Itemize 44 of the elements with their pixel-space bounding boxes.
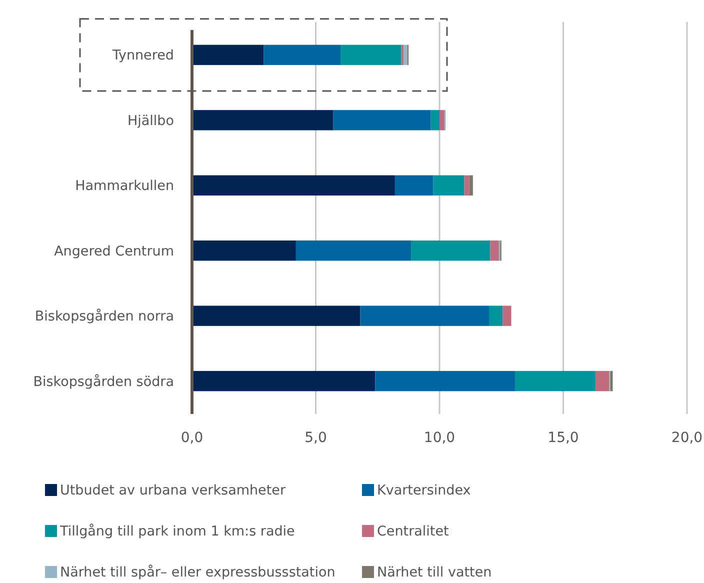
x-tick-label: 10,0 bbox=[424, 430, 456, 446]
bar bbox=[430, 110, 440, 130]
x-tick-label: 20,0 bbox=[671, 430, 703, 446]
legend-label: Närhet till spår– eller expressbussstation bbox=[60, 564, 336, 581]
bar bbox=[489, 306, 503, 326]
bar bbox=[514, 370, 596, 392]
bar bbox=[360, 306, 489, 326]
legend-label: Utbudet av urbana verksamheter bbox=[60, 482, 286, 499]
legend-label: Centralitet bbox=[377, 524, 449, 540]
bar bbox=[490, 240, 499, 261]
legend-label: Närhet till vatten bbox=[377, 564, 492, 581]
bar bbox=[469, 175, 473, 196]
y-tick-label: Hammarkullen bbox=[75, 178, 174, 194]
x-tick-label: 0,0 bbox=[180, 430, 204, 446]
bar bbox=[464, 175, 470, 196]
bar bbox=[502, 306, 512, 326]
bar bbox=[296, 240, 412, 261]
bar bbox=[411, 240, 490, 261]
bar bbox=[192, 175, 395, 196]
bar bbox=[192, 110, 334, 130]
bar bbox=[440, 110, 444, 130]
x-tick-label: 15,0 bbox=[548, 430, 579, 446]
y-tick-label: Biskopsgården södra bbox=[33, 374, 174, 390]
bar bbox=[394, 175, 434, 196]
bar bbox=[192, 370, 376, 392]
bar bbox=[192, 240, 296, 261]
legend-label: Kvartersindex bbox=[377, 482, 471, 499]
y-tick-label: Biskopsgården norra bbox=[34, 308, 174, 325]
y-tick-label: Tynnered bbox=[111, 48, 174, 64]
x-tick-label: 5,0 bbox=[304, 430, 327, 446]
y-tick-label: Angered Centrum bbox=[54, 243, 174, 260]
bar bbox=[375, 370, 515, 392]
bar bbox=[192, 306, 360, 326]
legend-label: Tillgång till park inom 1 km:s radie bbox=[59, 524, 295, 540]
bar bbox=[340, 44, 402, 66]
bar bbox=[333, 110, 431, 130]
bar bbox=[610, 370, 613, 392]
bar bbox=[404, 44, 408, 66]
bar bbox=[595, 370, 610, 392]
bar bbox=[192, 44, 264, 66]
y-tick-label: Hjällbo bbox=[127, 112, 174, 129]
bar bbox=[264, 44, 340, 66]
bar bbox=[401, 44, 404, 66]
bar bbox=[433, 175, 464, 196]
